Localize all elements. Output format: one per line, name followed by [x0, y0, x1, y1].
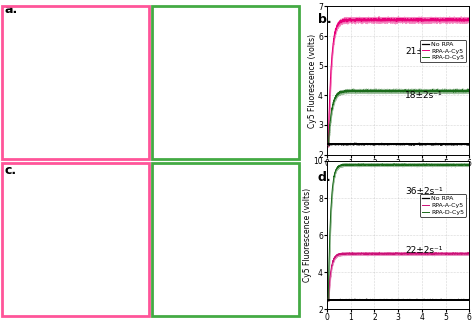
RPA-D-Cy5	[324, 298, 330, 302]
No RPA	[331, 298, 337, 302]
No RPA	[466, 142, 472, 146]
RPA-A-Cy5	[466, 17, 472, 21]
RPA-D-Cy5	[393, 163, 399, 167]
RPA-D-Cy5	[325, 143, 330, 147]
Line: RPA-A-Cy5: RPA-A-Cy5	[327, 18, 469, 145]
No RPA	[436, 142, 442, 146]
Text: 22±2s⁻¹: 22±2s⁻¹	[405, 246, 443, 255]
Line: RPA-A-Cy5: RPA-A-Cy5	[327, 253, 469, 300]
RPA-A-Cy5	[462, 17, 468, 21]
RPA-A-Cy5	[376, 251, 382, 255]
No RPA	[390, 298, 395, 302]
Text: 21±1s⁻¹: 21±1s⁻¹	[405, 47, 443, 56]
Text: a.: a.	[5, 3, 18, 16]
RPA-A-Cy5	[325, 143, 330, 147]
No RPA	[437, 298, 442, 301]
No RPA	[352, 141, 358, 145]
Y-axis label: Cy5 Fluorescence (volts): Cy5 Fluorescence (volts)	[303, 188, 312, 282]
RPA-A-Cy5	[331, 33, 337, 36]
RPA-D-Cy5	[462, 163, 468, 166]
No RPA	[393, 298, 399, 302]
RPA-A-Cy5	[393, 18, 399, 22]
RPA-A-Cy5	[463, 18, 468, 22]
Text: 18±2s⁻¹: 18±2s⁻¹	[405, 91, 443, 100]
Text: d.: d.	[318, 171, 331, 184]
No RPA	[438, 143, 444, 147]
RPA-D-Cy5	[331, 97, 337, 101]
RPA-D-Cy5	[324, 142, 330, 146]
Text: b.: b.	[318, 13, 331, 26]
No RPA	[463, 142, 468, 146]
RPA-A-Cy5	[466, 251, 472, 255]
RPA-A-Cy5	[325, 298, 331, 302]
Line: RPA-D-Cy5: RPA-D-Cy5	[327, 164, 469, 300]
No RPA	[390, 142, 395, 146]
No RPA	[352, 297, 358, 301]
RPA-D-Cy5	[390, 163, 395, 167]
RPA-D-Cy5	[437, 89, 442, 92]
RPA-A-Cy5	[324, 142, 330, 146]
RPA-D-Cy5	[430, 88, 436, 91]
RPA-D-Cy5	[390, 90, 395, 93]
Line: No RPA: No RPA	[327, 143, 469, 145]
RPA-D-Cy5	[462, 89, 468, 93]
No RPA	[462, 298, 468, 302]
Legend: No RPA, RPA-A-Cy5, RPA-D-Cy5: No RPA, RPA-A-Cy5, RPA-D-Cy5	[420, 40, 466, 62]
RPA-A-Cy5	[393, 252, 399, 256]
RPA-A-Cy5	[437, 252, 442, 256]
No RPA	[463, 298, 468, 302]
No RPA	[331, 142, 337, 146]
Y-axis label: Cy5 Fluorescence (volts): Cy5 Fluorescence (volts)	[308, 33, 317, 128]
RPA-D-Cy5	[466, 162, 472, 166]
RPA-A-Cy5	[376, 16, 382, 20]
No RPA	[324, 298, 330, 302]
RPA-A-Cy5	[324, 298, 330, 302]
RPA-A-Cy5	[462, 251, 468, 255]
No RPA	[393, 142, 399, 146]
RPA-D-Cy5	[393, 89, 399, 93]
No RPA	[351, 298, 357, 302]
RPA-A-Cy5	[331, 256, 337, 260]
Text: c.: c.	[5, 164, 17, 177]
RPA-A-Cy5	[390, 252, 395, 256]
No RPA	[324, 142, 330, 146]
Line: RPA-D-Cy5: RPA-D-Cy5	[327, 90, 469, 145]
Text: 36±2s⁻¹: 36±2s⁻¹	[405, 186, 443, 195]
RPA-D-Cy5	[420, 162, 426, 166]
No RPA	[466, 298, 472, 302]
RPA-D-Cy5	[331, 173, 337, 177]
Legend: No RPA, RPA-A-Cy5, RPA-D-Cy5: No RPA, RPA-A-Cy5, RPA-D-Cy5	[420, 194, 466, 217]
RPA-A-Cy5	[390, 18, 395, 22]
RPA-D-Cy5	[463, 89, 468, 92]
RPA-D-Cy5	[462, 163, 468, 166]
No RPA	[462, 142, 468, 146]
RPA-D-Cy5	[466, 89, 472, 93]
X-axis label: time (sec): time (sec)	[377, 173, 419, 182]
RPA-D-Cy5	[436, 163, 442, 166]
RPA-A-Cy5	[437, 17, 442, 21]
Line: No RPA: No RPA	[327, 299, 469, 300]
RPA-A-Cy5	[463, 252, 468, 256]
